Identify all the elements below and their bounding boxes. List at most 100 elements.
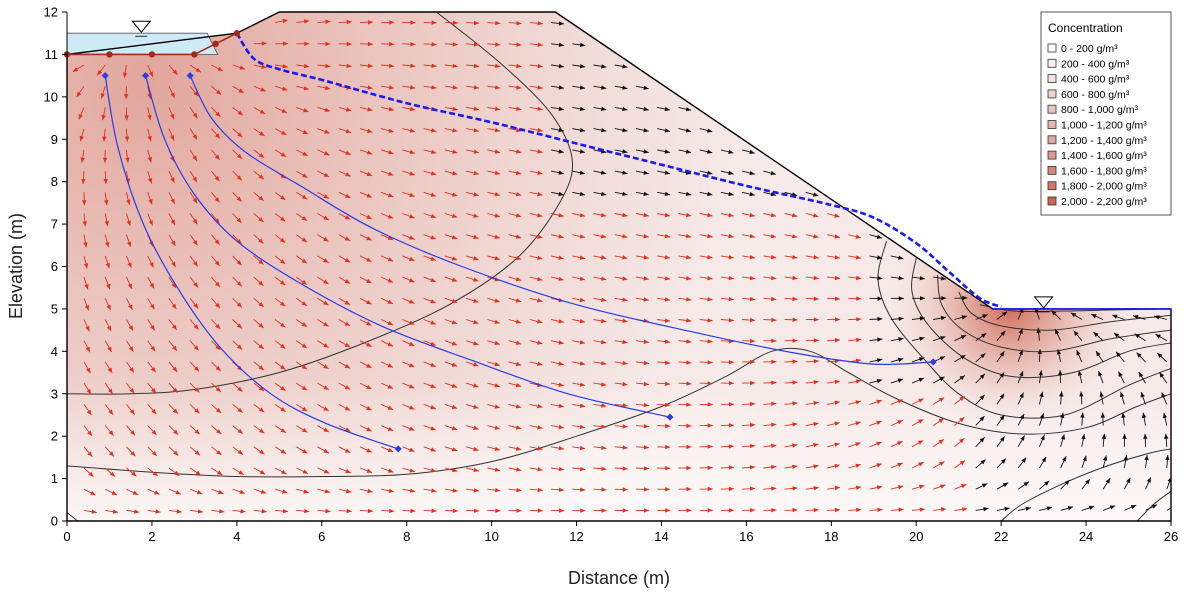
velocity-vector (359, 403, 372, 411)
velocity-vector (338, 63, 352, 68)
velocity-vector (423, 128, 437, 133)
velocity-vector (83, 488, 96, 496)
velocity-vector (1017, 435, 1025, 448)
velocity-vector (487, 170, 501, 175)
velocity-vector (1159, 372, 1168, 384)
y-tick-label: 9 (51, 132, 58, 147)
velocity-vector (890, 337, 904, 342)
velocity-vector (402, 149, 416, 155)
velocity-vector (1123, 477, 1131, 490)
velocity-vector (296, 106, 309, 113)
velocity-vector (274, 276, 286, 286)
velocity-vector (211, 64, 224, 72)
velocity-vector (678, 465, 692, 471)
velocity-vector (1144, 455, 1149, 469)
velocity-vector (1017, 481, 1030, 490)
velocity-vector (678, 128, 692, 133)
velocity-vector (1017, 413, 1025, 426)
velocity-vector (211, 255, 221, 267)
velocity-vector (147, 255, 154, 268)
velocity-vector (551, 106, 564, 111)
velocity-vector (635, 85, 649, 90)
velocity-vector (593, 424, 607, 429)
velocity-vector (678, 106, 692, 112)
velocity-vector (72, 64, 85, 73)
velocity-vector (508, 234, 522, 239)
velocity-vector (487, 255, 501, 261)
velocity-vector (614, 276, 628, 281)
velocity-vector (805, 401, 819, 406)
velocity-vector (317, 404, 329, 412)
velocity-vector (253, 234, 264, 244)
velocity-vector (529, 508, 543, 513)
velocity-vector (381, 20, 395, 25)
velocity-vector (572, 213, 586, 218)
velocity-vector (508, 276, 522, 282)
legend-swatch (1047, 58, 1057, 68)
velocity-vector (402, 403, 415, 410)
velocity-vector (529, 403, 543, 409)
velocity-vector (763, 359, 777, 364)
velocity-vector (1102, 505, 1116, 511)
velocity-vector (508, 149, 522, 154)
velocity-vector (317, 319, 329, 327)
velocity-vector (763, 380, 777, 385)
velocity-vector (954, 334, 967, 342)
legend-entry: 1,400 - 1,600 g/m³ (1047, 150, 1147, 162)
velocity-vector (104, 382, 113, 395)
water-table-marker (131, 20, 152, 37)
velocity-vector (657, 487, 671, 492)
velocity-vector (614, 339, 628, 345)
velocity-vector (1060, 456, 1067, 469)
velocity-vector (508, 382, 522, 388)
velocity-vector (975, 415, 985, 426)
velocity-vector (912, 296, 925, 301)
velocity-vector (211, 276, 221, 288)
pathline-end-marker (666, 413, 674, 421)
velocity-vector (975, 332, 987, 342)
velocity-vector (742, 465, 756, 470)
velocity-vector (274, 106, 288, 114)
velocity-vector (657, 360, 671, 365)
velocity-vector (296, 128, 309, 135)
velocity-vector (1143, 433, 1148, 447)
y-tick-label: 6 (51, 259, 58, 274)
velocity-vector (147, 170, 153, 184)
legend-entry: 1,800 - 2,000 g/m³ (1047, 181, 1147, 193)
velocity-vector (126, 488, 139, 496)
velocity-vector (253, 297, 264, 308)
velocity-vector (296, 63, 310, 69)
velocity-vector (848, 507, 862, 513)
velocity-vector (635, 508, 650, 513)
water-table-marker (1033, 296, 1054, 313)
velocity-vector (848, 463, 861, 469)
velocity-vector (465, 213, 479, 218)
velocity-vector (444, 508, 458, 513)
velocity-vector (402, 106, 416, 112)
velocity-vector (253, 382, 265, 392)
velocity-vector (96, 64, 106, 76)
contour-line (754, 12, 849, 98)
velocity-vector (147, 213, 154, 226)
y-tick-label: 5 (51, 301, 58, 316)
x-tick-label: 22 (994, 529, 1008, 544)
pathline (104, 75, 399, 450)
velocity-vector (147, 488, 160, 495)
y-tick-label: 12 (44, 5, 58, 20)
velocity-vector (1140, 391, 1146, 405)
velocity-vector (423, 63, 437, 68)
velocity-vector (1101, 433, 1106, 447)
velocity-vector (890, 440, 903, 448)
velocity-vector (147, 64, 154, 78)
velocity-vector (805, 191, 819, 197)
velocity-vector (890, 399, 903, 405)
velocity-vector (720, 276, 734, 281)
velocity-vector (317, 213, 330, 221)
velocity-vector (444, 213, 458, 218)
velocity-vector (232, 149, 243, 160)
velocity-vector (890, 485, 904, 490)
velocity-vector (614, 424, 628, 429)
velocity-vector (508, 213, 522, 218)
velocity-vector (126, 319, 134, 332)
